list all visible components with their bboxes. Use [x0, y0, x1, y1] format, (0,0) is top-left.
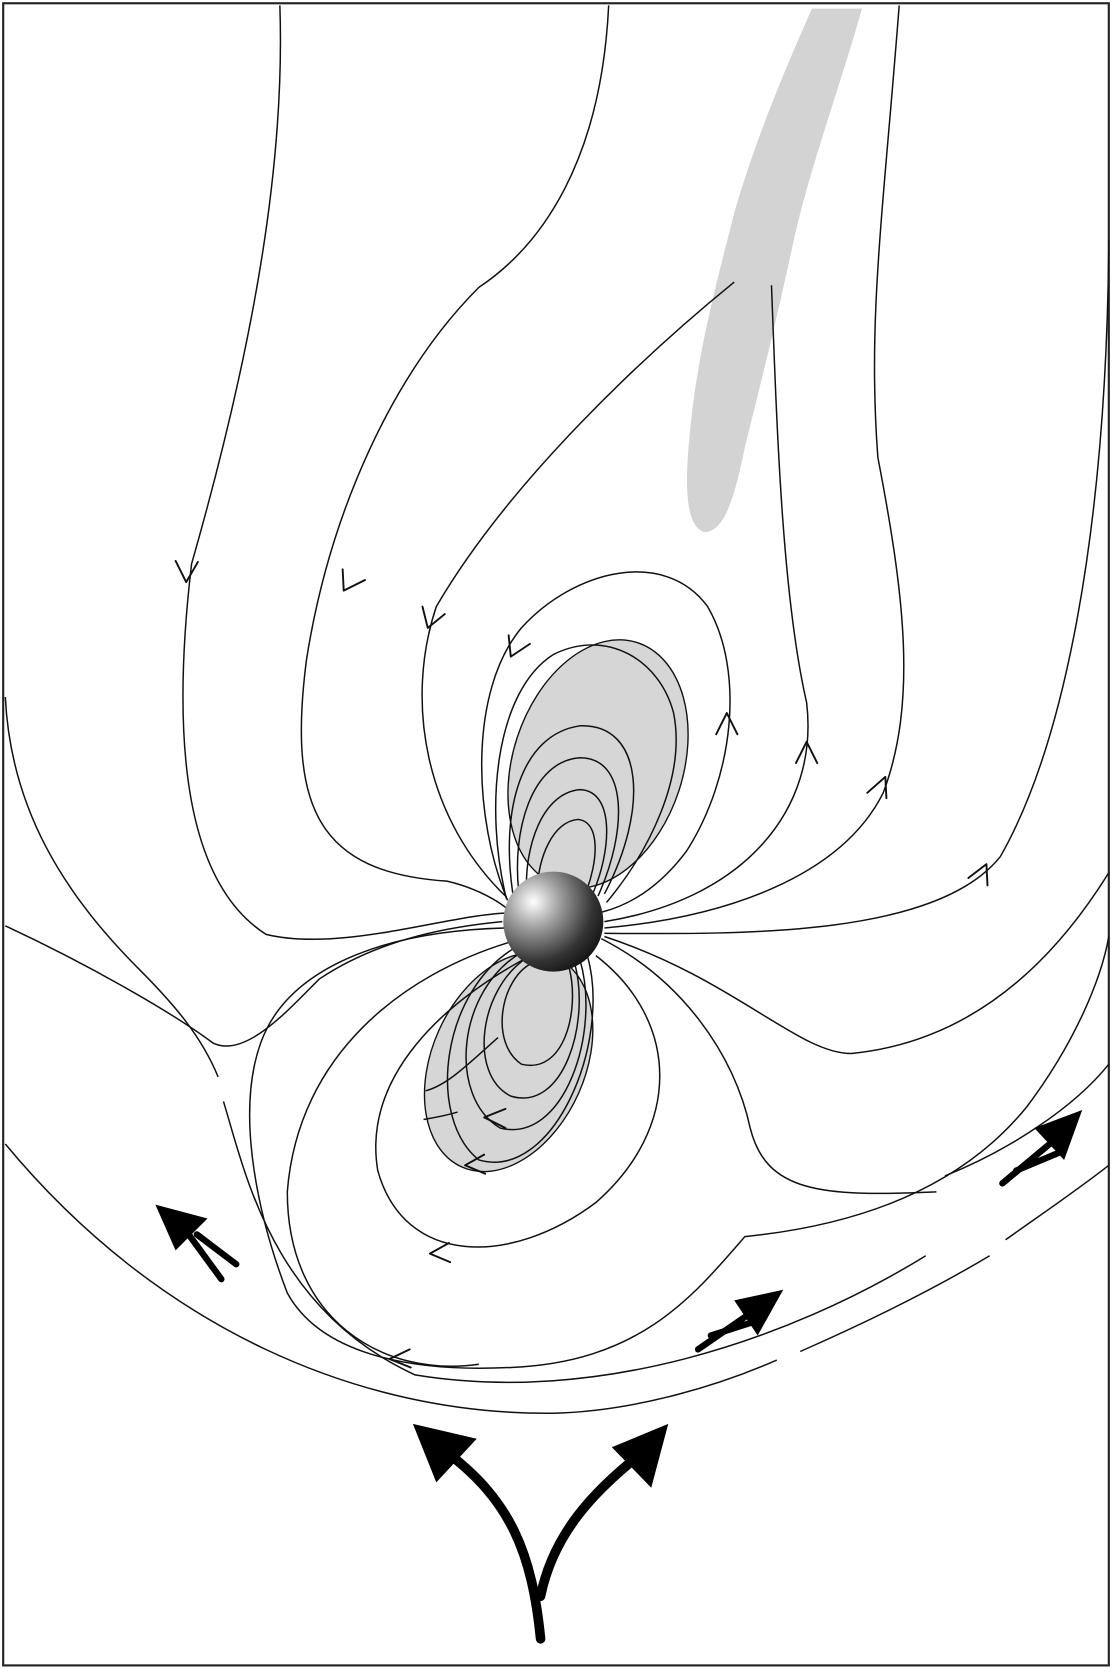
arrowhead	[715, 712, 739, 736]
field-line	[604, 5, 905, 929]
field-line	[5, 920, 503, 1047]
arrowhead	[866, 775, 888, 800]
arrowhead	[174, 559, 199, 584]
tail-region	[686, 8, 862, 533]
field-lines	[4, 5, 1110, 1414]
field-line	[536, 818, 596, 895]
field-line	[423, 1111, 458, 1121]
upper-loops	[494, 644, 677, 903]
field-line	[1005, 1164, 1110, 1241]
arrowhead	[421, 605, 446, 629]
field-line	[600, 937, 937, 1195]
field-line	[604, 872, 1110, 1055]
arrowhead	[341, 568, 366, 592]
flow-arrows	[155, 1109, 1083, 1644]
flow-arrow	[442, 1447, 546, 1644]
flow-arrowhead	[611, 1423, 669, 1488]
field-line	[425, 1037, 499, 1092]
field-line	[4, 1143, 778, 1414]
flow-arrowhead	[1034, 1109, 1083, 1160]
field-line	[604, 239, 1110, 935]
field-line	[286, 941, 511, 1367]
field-line	[501, 962, 574, 1067]
arrowhead	[428, 1242, 452, 1264]
flow-arrow	[999, 1137, 1066, 1187]
field-line	[481, 571, 731, 913]
field-line	[421, 281, 735, 898]
arrowhead	[464, 1153, 487, 1175]
direction-arrows	[174, 559, 989, 1369]
field-line	[300, 5, 610, 911]
flow-arrow	[535, 1450, 644, 1602]
arrowhead	[967, 863, 989, 887]
arrowhead	[483, 1107, 507, 1129]
flow-arrowhead	[155, 1204, 208, 1251]
arrowhead	[507, 634, 531, 658]
field-line	[508, 725, 635, 895]
field-line	[248, 927, 1110, 1369]
planet	[503, 871, 604, 972]
field-line	[799, 1255, 991, 1353]
field-line	[483, 957, 580, 1099]
field-line	[465, 951, 587, 1131]
field-line	[182, 5, 506, 941]
arrowhead	[388, 1348, 412, 1369]
field-line	[525, 788, 608, 897]
field-line	[446, 946, 594, 1163]
flow-arrowhead	[412, 1423, 477, 1483]
lower-loops	[423, 946, 594, 1163]
field-line	[494, 644, 677, 903]
field-line	[4, 697, 219, 1078]
arrowhead	[795, 740, 819, 765]
field-line	[604, 285, 809, 923]
field-line	[516, 756, 620, 897]
field-line	[222, 1101, 927, 1384]
field-line	[375, 955, 661, 1248]
flow-arrowhead	[734, 1289, 784, 1336]
field-line	[944, 1063, 1110, 1177]
